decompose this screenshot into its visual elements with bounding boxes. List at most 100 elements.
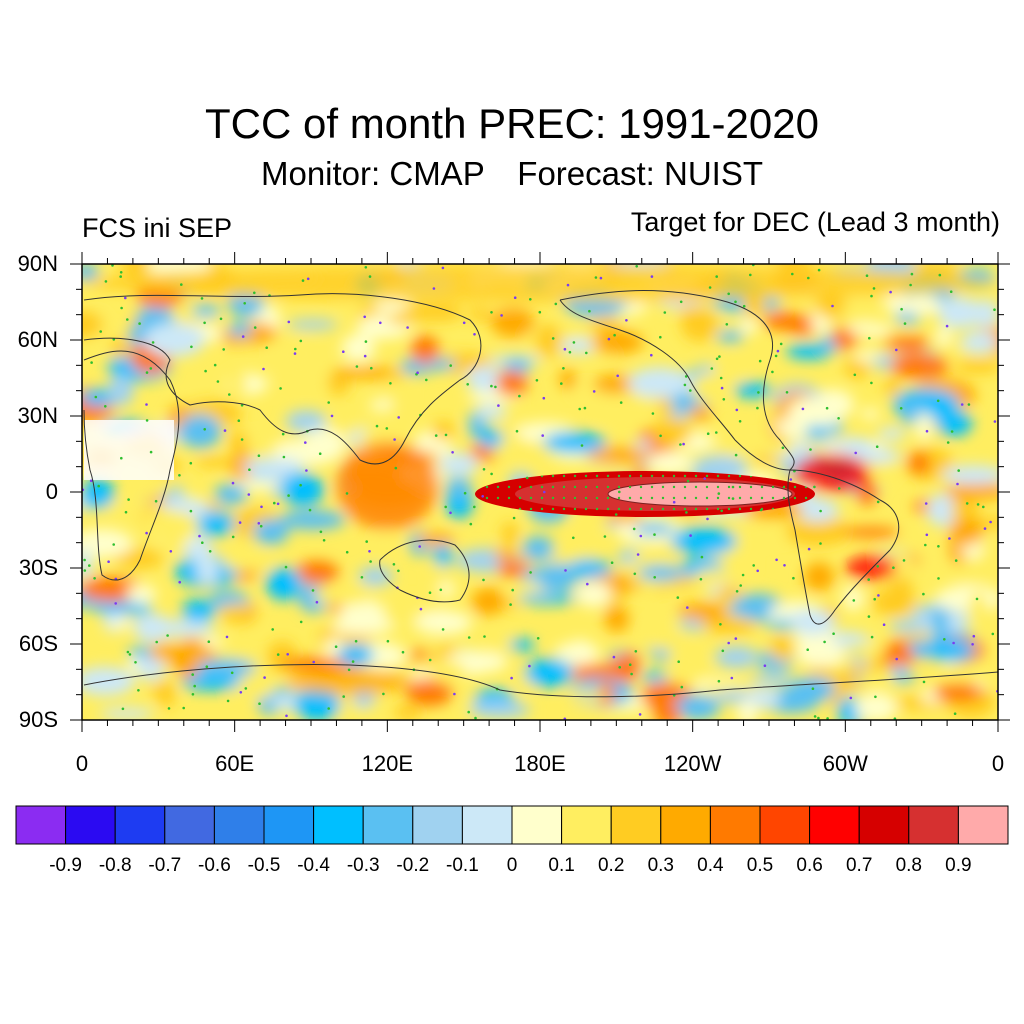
significance-dot: [490, 384, 493, 388]
lat-tick-label: 30S: [18, 555, 58, 580]
significance-dot: [90, 361, 93, 364]
field-patch: [933, 683, 984, 702]
field-patch: [341, 334, 376, 363]
significance-dot: [262, 367, 265, 371]
significance-dot: [757, 391, 760, 394]
field-patch: [439, 452, 479, 477]
significance-dot: [564, 569, 567, 572]
significance-dot: [982, 505, 985, 509]
significance-dot: [826, 717, 829, 720]
significance-dot: [946, 441, 950, 444]
significance-dot: [734, 453, 738, 457]
target-label: Target for DEC (Lead 3 month): [630, 207, 1000, 237]
field-patch: [604, 605, 630, 633]
significance-dot: [700, 555, 704, 559]
significance-dot: [419, 607, 423, 611]
colorbar-box: [858, 805, 910, 845]
significance-dot: [463, 491, 467, 495]
significance-dot: [368, 275, 372, 278]
significance-dot: [401, 650, 405, 654]
significance-dot: [389, 382, 392, 385]
field-patch: [589, 315, 621, 333]
significance-dot: [650, 275, 654, 278]
eurasia-coastline: [83, 293, 482, 465]
field-patch: [287, 319, 339, 330]
significance-dot: [205, 665, 209, 668]
significance-dot: [434, 434, 438, 437]
field-patch: [935, 585, 998, 613]
significance-dot: [364, 340, 368, 343]
lon-tick-label: 120W: [663, 751, 722, 776]
significance-dot: [191, 693, 195, 696]
significance-dot: [731, 485, 735, 489]
significance-dot: [572, 536, 575, 540]
field-patch: [557, 702, 607, 720]
significance-dot: [719, 376, 723, 380]
significance-dot: [727, 292, 730, 296]
field-patch: [144, 322, 206, 357]
significance-dot: [228, 393, 231, 396]
field-patch: [668, 642, 699, 665]
significance-dot: [481, 495, 485, 498]
significance-dot: [976, 503, 980, 506]
field-patch: [478, 429, 504, 448]
field-patch: [590, 390, 656, 423]
significance-dot: [512, 516, 516, 520]
field-patch: [82, 666, 136, 696]
significance-dot: [735, 408, 739, 412]
lon-tick-label: 60E: [215, 751, 255, 776]
significance-dot: [311, 589, 315, 592]
significance-dot: [775, 558, 778, 562]
lat-tick-label: 30N: [17, 403, 58, 428]
colorbar-box: [511, 805, 563, 845]
significance-dot: [231, 535, 235, 539]
significance-dot: [599, 276, 603, 280]
significance-dot: [169, 550, 173, 553]
significance-dot: [682, 442, 685, 446]
significance-dot: [281, 432, 285, 436]
significance-dot: [258, 702, 261, 705]
significance-dot: [739, 584, 742, 587]
significance-dot: [240, 438, 244, 441]
significance-dot: [345, 492, 349, 495]
significance-dot: [225, 635, 229, 639]
significance-dot: [653, 533, 656, 536]
colorbar-label: 0.9: [945, 855, 972, 876]
significance-dot: [618, 666, 621, 669]
colorbar-label: -0.2: [396, 855, 430, 876]
significance-dot: [149, 450, 153, 454]
field-patch: [564, 689, 609, 701]
significance-dot: [345, 550, 349, 554]
significance-dot: [308, 508, 312, 512]
significance-dot: [368, 550, 371, 553]
sahara-masked-region: [84, 420, 174, 480]
colorbar-label: 0.8: [895, 855, 923, 876]
significance-dot: [239, 691, 243, 694]
significance-dot: [334, 645, 338, 648]
significance-dot: [807, 547, 811, 551]
significance-dot: [145, 419, 149, 422]
field-patch: [701, 616, 758, 635]
enso-stipple: [475, 471, 815, 517]
significance-dot: [451, 451, 454, 454]
significance-dot: [462, 321, 466, 325]
significance-dot: [877, 594, 880, 597]
colorbar-label: 0.5: [746, 855, 774, 876]
field-patch: [196, 554, 219, 586]
field-patch: [628, 367, 692, 399]
significance-dot: [305, 469, 308, 472]
colorbar-box: [362, 805, 414, 845]
significance-dot: [240, 404, 244, 407]
significance-dot: [219, 317, 223, 321]
field-patch: [126, 584, 157, 605]
significance-dot: [819, 509, 822, 513]
significance-dot: [603, 535, 607, 538]
colorbar-label: 0.3: [647, 855, 675, 876]
significance-dot: [127, 498, 130, 501]
field-patch: [860, 670, 896, 690]
colorbar-label: 0.2: [597, 855, 625, 876]
significance-dot: [189, 509, 193, 513]
field-patch: [637, 564, 684, 581]
significance-dot: [952, 641, 955, 645]
significance-dot: [870, 294, 873, 298]
